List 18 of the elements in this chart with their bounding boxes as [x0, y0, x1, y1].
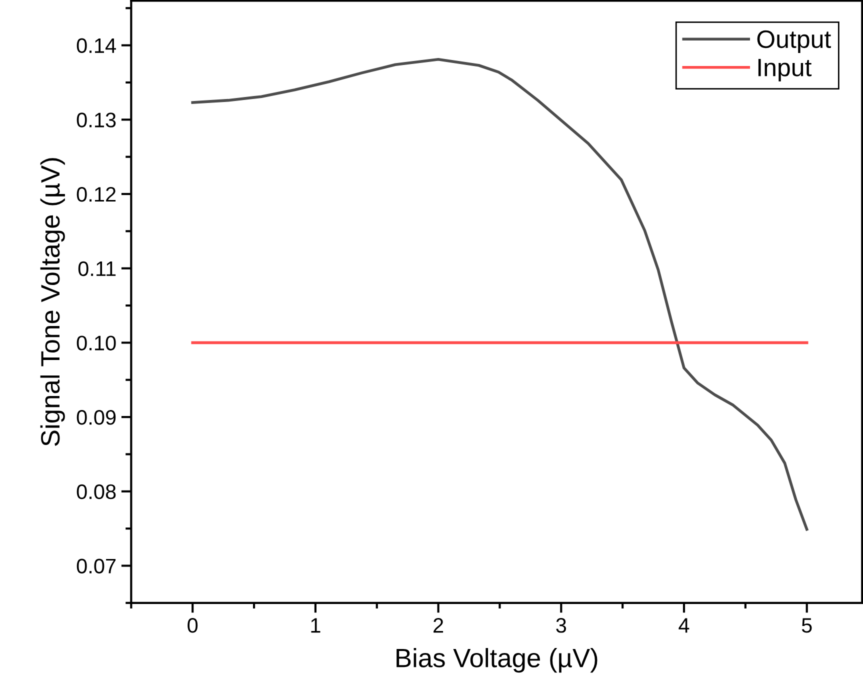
y-axis-title: Signal Tone Voltage (µV)	[40, 158, 65, 446]
y-tick-label: 0.07	[76, 558, 116, 574]
x-tick-label: 0	[188, 618, 198, 633]
y-tick-label: 0.10	[76, 336, 116, 350]
legend-label: Output	[757, 30, 831, 54]
y-tick-label: 0.12	[76, 187, 116, 202]
x-axis-title: Bias Voltage (µV)	[396, 648, 598, 673]
x-tick-label: 4	[678, 618, 690, 633]
x-tick-label: 3	[556, 618, 566, 633]
x-tick-label: 5	[802, 618, 812, 633]
y-tick-label: 0.13	[76, 112, 116, 128]
x-tick-label: 2	[434, 618, 444, 633]
y-tick-label: 0.08	[76, 484, 116, 500]
x-tick-label: 1	[311, 618, 320, 633]
legend-label: Input	[758, 58, 812, 82]
y-tick-label: 0.09	[76, 410, 116, 425]
y-tick-label: 0.14	[76, 38, 116, 54]
y-tick-label: 0.11	[78, 261, 116, 276]
